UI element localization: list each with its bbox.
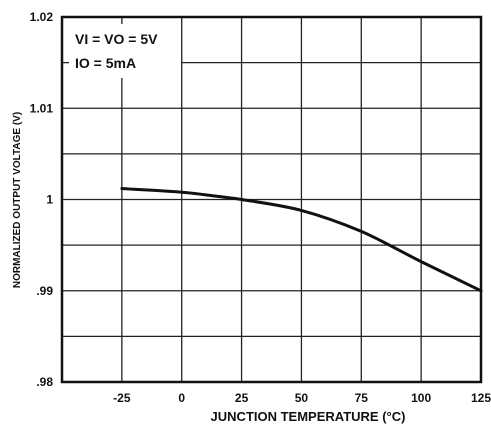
x-tick-label: 125 bbox=[471, 391, 491, 405]
x-tick-label: -25 bbox=[113, 391, 131, 405]
x-tick-label: 100 bbox=[411, 391, 431, 405]
x-tick-label: 0 bbox=[178, 391, 185, 405]
y-axis-label: NORMALIZED OUTPUT VOLTAGE (V) bbox=[12, 112, 23, 288]
annotation-box: VI = VO = 5V IO = 5mA bbox=[69, 24, 181, 78]
grid bbox=[62, 17, 481, 382]
y-tick-label: 1 bbox=[46, 193, 53, 207]
x-tick-label: 25 bbox=[235, 391, 249, 405]
x-axis-label: JUNCTION TEMPERATURE (°C) bbox=[211, 409, 406, 424]
series-line bbox=[120, 187, 483, 293]
y-tick-label: 1.02 bbox=[30, 10, 54, 24]
y-tick-labels: .98 .99 1 1.01 1.02 bbox=[30, 10, 54, 389]
y-tick-label: 1.01 bbox=[30, 101, 54, 115]
annotation-conditions-voltage: VI = VO = 5V bbox=[75, 31, 158, 47]
series-layer bbox=[120, 187, 483, 293]
plot-frame bbox=[60, 15, 483, 384]
annotation-conditions-current: IO = 5mA bbox=[75, 55, 136, 71]
y-tick-label: .98 bbox=[36, 375, 53, 389]
x-tick-label: 75 bbox=[355, 391, 369, 405]
x-tick-labels: -25 0 25 50 75 100 125 bbox=[113, 391, 491, 405]
y-tick-label: .99 bbox=[36, 284, 53, 298]
x-tick-label: 50 bbox=[295, 391, 309, 405]
